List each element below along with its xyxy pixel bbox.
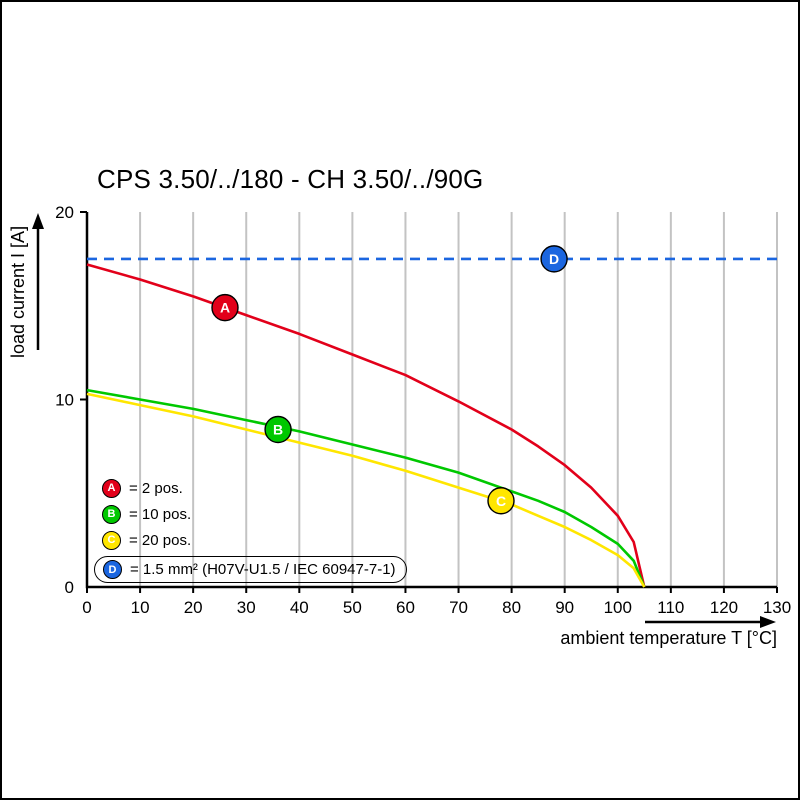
curve-marker-letter-B: B bbox=[273, 422, 283, 438]
legend-label-c: = 20 pos. bbox=[129, 531, 192, 549]
tick-label-x-50: 50 bbox=[343, 598, 362, 617]
legend-item-b: B = 10 pos. bbox=[102, 504, 407, 524]
legend-label-d: = 1.5 mm² (H07V-U1.5 / IEC 60947-7-1) bbox=[130, 561, 396, 578]
y-axis-label: load current I [A] bbox=[8, 226, 28, 358]
legend-item-a: A = 2 pos. bbox=[102, 478, 407, 498]
legend-marker-b-icon: B bbox=[102, 504, 121, 524]
tick-label-x-0: 0 bbox=[82, 598, 91, 617]
tick-label-x-40: 40 bbox=[290, 598, 309, 617]
curve-C bbox=[86, 392, 646, 588]
curve-marker-D bbox=[540, 245, 568, 273]
tick-label-x-10: 10 bbox=[131, 598, 150, 617]
chart-title: CPS 3.50/../180 - CH 3.50/../90G bbox=[97, 164, 484, 194]
tick-label-y-0: 0 bbox=[65, 578, 74, 597]
legend-letter-d: D bbox=[108, 563, 117, 576]
curve-marker-C bbox=[487, 487, 515, 515]
curve-marker-letter-C: C bbox=[496, 493, 506, 509]
legend-letter-c: C bbox=[107, 534, 116, 546]
curve-B bbox=[86, 388, 646, 588]
tick-label-x-100: 100 bbox=[604, 598, 632, 617]
axes-lines bbox=[85, 212, 777, 589]
curve-marker-B bbox=[264, 415, 292, 444]
legend-marker-c-icon: C bbox=[102, 530, 121, 550]
tick-label-y-20: 20 bbox=[55, 203, 74, 222]
tick-label-x-30: 30 bbox=[237, 598, 256, 617]
legend-item-c: C = 20 pos. bbox=[102, 530, 407, 550]
tick-label-x-110: 110 bbox=[657, 598, 684, 617]
legend-letter-b: B bbox=[107, 508, 116, 520]
chart-legend: A = 2 pos. B = 10 pos. C = 20 pos. D = 1… bbox=[94, 478, 407, 589]
x-axis-label: ambient temperature T [°C] bbox=[560, 628, 777, 648]
chart-generated-layer: 0 10 20 30 40 50 60 70 80 90 100 110 120 130 0 10 20 A B C D bbox=[55, 203, 791, 617]
x-axis-arrowhead-icon bbox=[760, 616, 776, 628]
legend-label-a: = 2 pos. bbox=[129, 479, 183, 497]
tick-label-y-10: 10 bbox=[55, 391, 74, 410]
legend-marker-d-icon: D bbox=[103, 560, 122, 579]
curve-marker-letter-A: A bbox=[220, 300, 230, 316]
tick-label-x-60: 60 bbox=[396, 598, 415, 617]
tick-label-x-80: 80 bbox=[502, 598, 521, 617]
tick-label-x-20: 20 bbox=[184, 598, 203, 617]
legend-marker-a-icon: A bbox=[102, 478, 121, 498]
legend-label-b: = 10 pos. bbox=[129, 505, 192, 523]
curve-A bbox=[86, 263, 646, 588]
legend-item-d: D = 1.5 mm² (H07V-U1.5 / IEC 60947-7-1) bbox=[94, 556, 407, 583]
tick-label-x-90: 90 bbox=[555, 598, 574, 617]
curve-marker-letter-D: D bbox=[549, 251, 559, 267]
tick-label-x-70: 70 bbox=[449, 598, 468, 617]
legend-letter-a: A bbox=[107, 482, 116, 494]
tick-label-x-120: 120 bbox=[710, 598, 738, 617]
y-axis-arrowhead-icon bbox=[32, 213, 44, 229]
curve-marker-A bbox=[211, 293, 239, 322]
tick-label-x-130: 130 bbox=[763, 598, 791, 617]
